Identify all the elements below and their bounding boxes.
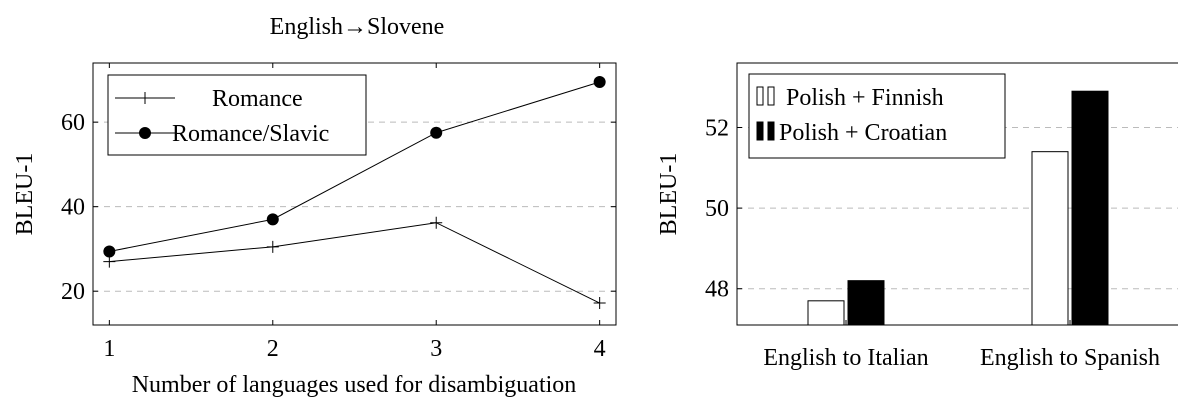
bar-chart-ticks: 48 50 52 English to Italian English to Spani… xyxy=(705,115,1160,371)
category-label: English to Spanish xyxy=(980,345,1160,371)
y-tick-label: 20 xyxy=(61,279,85,305)
line-chart-ticks: 20 40 60 1 2 3 4 xyxy=(61,63,616,362)
x-tick-label: 3 xyxy=(430,336,442,362)
series-line-0 xyxy=(109,222,600,304)
y-tick-label: 48 xyxy=(705,277,729,303)
legend-polish-finnish-swatch-a xyxy=(756,86,764,106)
line-chart-title: English→Slovene xyxy=(270,14,445,40)
bar-0-0 xyxy=(807,300,845,326)
bar-chart-y-axis-label: BLEU-1 xyxy=(656,153,682,236)
bar-1-0 xyxy=(1031,151,1069,326)
legend-polish-finnish-swatch-b xyxy=(767,86,775,106)
legend-romance-slavic-marker xyxy=(139,127,151,139)
line-chart-y-axis-label: BLEU-1 xyxy=(12,153,38,236)
series-line-1 xyxy=(109,81,600,252)
bar-0-1 xyxy=(847,280,885,326)
line-chart-series xyxy=(103,76,606,310)
line-chart-x-axis-label: Number of languages used for disambiguat… xyxy=(132,372,577,398)
legend-polish-finnish-label: Polish + Finnish xyxy=(786,85,944,111)
data-point-circle xyxy=(266,213,279,226)
legend-romance-marker xyxy=(139,92,151,104)
bar-1-1 xyxy=(1071,90,1109,326)
bar-chart: 48 50 52 English to Italian English to Spani… xyxy=(656,62,1178,371)
data-point-circle xyxy=(430,126,443,139)
y-tick-label: 52 xyxy=(705,115,729,141)
bar-chart-frame xyxy=(736,62,1178,326)
y-tick-label: 50 xyxy=(705,196,729,222)
line-chart: English→Slovene 20 40 60 1 2 3 4 BLEU-1 Number… xyxy=(12,14,617,398)
bar-chart-bars xyxy=(807,90,1109,326)
legend-romance-label: Romance xyxy=(212,86,303,112)
category-label: English to Italian xyxy=(763,345,928,371)
legend-romance-slavic-label: Romance/Slavic xyxy=(172,121,329,147)
x-tick-label: 1 xyxy=(103,336,115,362)
bar-chart-legend: Polish + Finnish Polish + Croatian xyxy=(748,73,1006,159)
x-tick-label: 2 xyxy=(267,336,279,362)
data-point-circle xyxy=(593,76,606,89)
legend-polish-croatian-swatch-b xyxy=(767,121,775,141)
data-point-circle xyxy=(103,245,116,258)
data-point-plus xyxy=(266,240,279,253)
y-tick-label: 60 xyxy=(61,110,85,136)
x-tick-label: 4 xyxy=(594,336,606,362)
legend-polish-croatian-swatch-a xyxy=(756,121,764,141)
data-point-plus xyxy=(430,216,443,229)
line-chart-legend: Romance Romance/Slavic xyxy=(107,74,367,156)
line-chart-frame xyxy=(92,62,617,326)
data-point-plus xyxy=(593,297,606,310)
y-tick-label: 40 xyxy=(61,195,85,221)
bar-chart-legend-box xyxy=(748,73,1006,159)
data-point-plus xyxy=(103,255,116,268)
legend-polish-croatian-label: Polish + Croatian xyxy=(779,120,947,146)
line-chart-legend-box xyxy=(107,74,367,156)
